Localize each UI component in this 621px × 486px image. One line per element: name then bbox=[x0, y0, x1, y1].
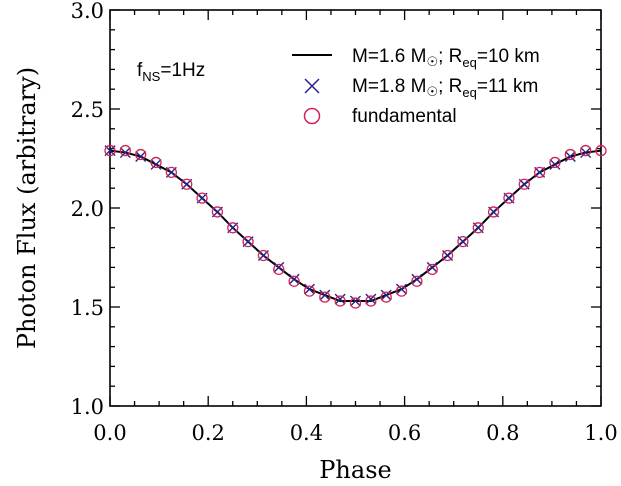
circle-marker bbox=[349, 297, 362, 309]
circle-marker bbox=[181, 178, 193, 190]
cross-marker bbox=[303, 283, 315, 295]
y-tick-label: 2.5 bbox=[71, 98, 104, 122]
circle-marker bbox=[365, 295, 377, 307]
circle-marker bbox=[165, 166, 178, 179]
legend-cross-swatch bbox=[304, 78, 320, 94]
circle-marker bbox=[334, 295, 346, 307]
frequency-annotation: fNS=1Hz bbox=[137, 60, 205, 84]
legend-entry-2-main: M=1.8 M bbox=[352, 76, 426, 97]
circle-marker bbox=[472, 222, 484, 234]
series-circle-group bbox=[104, 144, 607, 309]
legend-entry-1-sub: eq bbox=[462, 55, 476, 70]
legend: M=1.6 M☉; Req=10 km M=1.8 M☉; Req=11 km … bbox=[292, 46, 540, 127]
legend-entry-2-sun: ☉ bbox=[426, 84, 438, 99]
circle-marker bbox=[533, 166, 546, 179]
cross-marker bbox=[319, 289, 331, 301]
circle-marker bbox=[549, 156, 561, 169]
x-tick-label: 1.0 bbox=[584, 421, 617, 445]
legend-entry-2-mid: ; R bbox=[438, 76, 462, 97]
legend-entry-2-sub: eq bbox=[462, 85, 476, 100]
cross-marker bbox=[549, 158, 561, 170]
y-axis-label: Photon Flux (arbitrary) bbox=[13, 67, 41, 349]
circle-marker bbox=[564, 148, 576, 161]
circle-marker bbox=[595, 144, 607, 157]
circle-marker bbox=[135, 148, 147, 161]
circle-marker bbox=[580, 144, 592, 157]
axis-ticks bbox=[109, 9, 602, 407]
cross-marker bbox=[580, 147, 592, 159]
axis-tick-labels: 0.0 0.2 0.4 0.6 0.8 1.0 1.0 1.5 2.0 2.5 3.0 bbox=[71, 0, 618, 445]
legend-entry-1-main: M=1.6 M bbox=[352, 46, 426, 67]
circle-marker bbox=[303, 285, 316, 297]
legend-circle-swatch bbox=[303, 107, 321, 125]
cross-marker bbox=[334, 293, 346, 305]
circle-marker bbox=[380, 291, 392, 303]
circle-marker bbox=[104, 144, 116, 157]
frequency-annotation-symbol: f bbox=[137, 60, 143, 81]
cross-marker bbox=[396, 283, 408, 295]
circle-marker bbox=[257, 249, 270, 262]
cross-marker bbox=[380, 289, 392, 301]
cross-marker bbox=[411, 273, 423, 285]
legend-entry-1: M=1.6 M☉; Req=10 km bbox=[352, 46, 540, 70]
y-tick-label: 3.0 bbox=[71, 0, 104, 23]
x-tick-label: 0.8 bbox=[486, 421, 519, 445]
cross-marker bbox=[135, 151, 147, 163]
circle-marker bbox=[395, 285, 408, 297]
x-tick-label: 0.4 bbox=[290, 421, 323, 445]
cross-marker bbox=[426, 261, 438, 273]
circle-marker bbox=[411, 275, 423, 287]
circle-marker bbox=[457, 236, 469, 248]
circle-marker bbox=[196, 192, 208, 204]
circle-marker bbox=[426, 263, 438, 276]
x-tick-label: 0.0 bbox=[93, 421, 126, 445]
cross-marker bbox=[350, 295, 361, 307]
circle-marker bbox=[503, 192, 515, 204]
y-tick-label: 1.5 bbox=[71, 296, 104, 320]
circle-marker bbox=[518, 178, 530, 190]
circle-marker bbox=[487, 206, 500, 218]
frequency-annotation-subscript: NS bbox=[142, 69, 160, 84]
cross-marker bbox=[365, 293, 377, 305]
series-line-path bbox=[109, 149, 602, 303]
x-axis-label: Phase bbox=[319, 456, 391, 484]
cross-marker bbox=[273, 261, 285, 273]
x-tick-label: 0.6 bbox=[388, 421, 421, 445]
circle-marker bbox=[227, 222, 239, 234]
circle-marker bbox=[211, 206, 224, 218]
circle-marker bbox=[288, 275, 300, 287]
y-tick-label: 1.0 bbox=[71, 395, 104, 419]
frequency-annotation-value: =1Hz bbox=[160, 60, 205, 81]
series-line-group bbox=[109, 149, 602, 303]
circle-marker bbox=[319, 291, 331, 303]
cross-marker bbox=[564, 151, 576, 163]
circle-marker bbox=[273, 263, 285, 276]
legend-entry-1-end: =10 km bbox=[477, 46, 540, 67]
cross-marker bbox=[150, 158, 162, 170]
series-cross-group bbox=[104, 145, 592, 307]
cross-marker bbox=[288, 273, 300, 285]
circle-marker bbox=[242, 236, 254, 248]
legend-entry-1-mid: ; R bbox=[438, 46, 462, 67]
y-tick-label: 2.0 bbox=[71, 197, 104, 221]
circle-marker bbox=[441, 249, 454, 262]
circle-marker bbox=[150, 156, 162, 169]
legend-entry-2-end: =11 km bbox=[477, 76, 538, 97]
x-tick-label: 0.2 bbox=[191, 421, 224, 445]
cross-marker bbox=[119, 147, 131, 159]
legend-entry-3: fundamental bbox=[352, 106, 457, 127]
legend-entry-2: M=1.8 M☉; Req=11 km bbox=[352, 76, 538, 100]
legend-entry-1-sun: ☉ bbox=[426, 54, 438, 69]
circle-marker bbox=[119, 144, 131, 157]
